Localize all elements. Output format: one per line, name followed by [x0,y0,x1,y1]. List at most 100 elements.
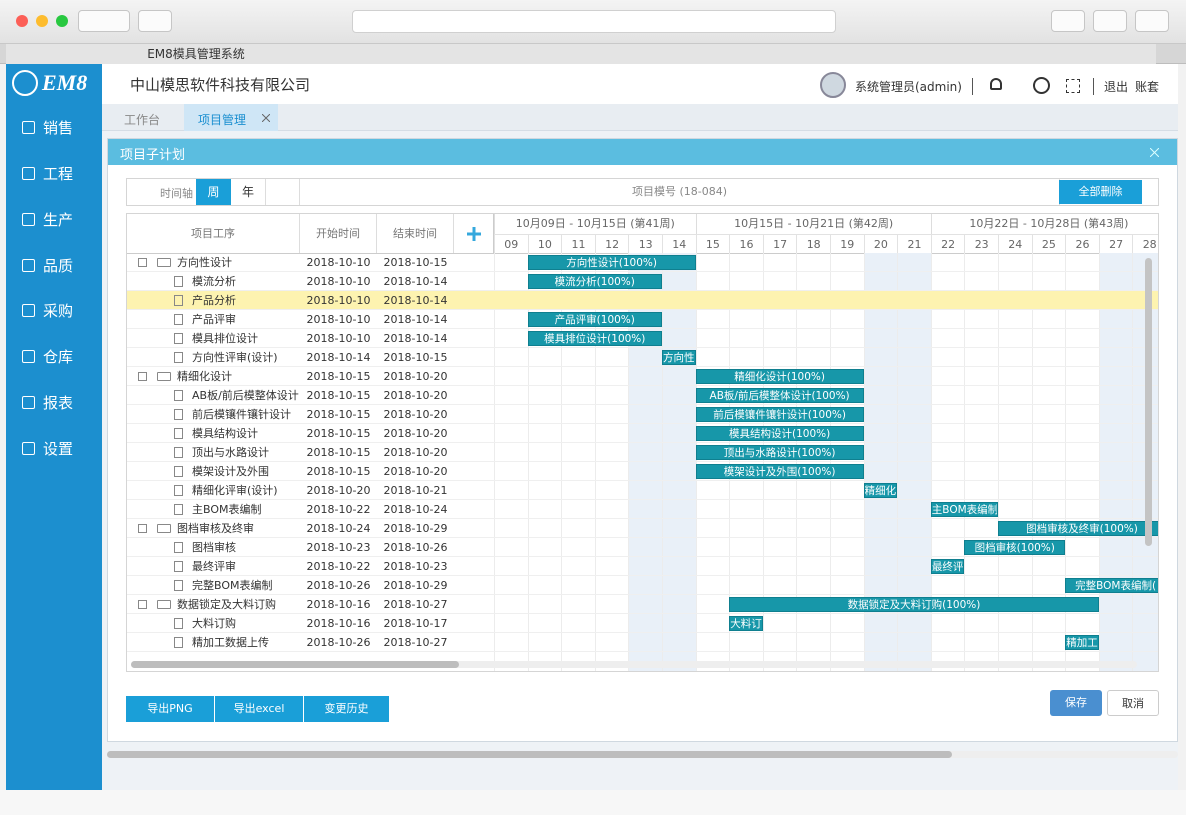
day-line [662,253,663,671]
sidebar-button[interactable] [138,10,172,32]
nav-buttons[interactable] [78,10,130,32]
gantt-bar[interactable]: 精细化设计(100%) [695,369,864,384]
tab-active[interactable]: 项目管理 [184,104,278,131]
start-date: 2018-10-15 [306,446,371,459]
end-date: 2018-10-27 [383,636,448,649]
dialog-title: 项目子计划 [120,148,186,163]
add-icon[interactable] [467,227,481,241]
day-label: 21 [897,234,931,253]
menu-item[interactable]: 设置 [6,434,102,464]
menu-icon [22,167,35,180]
gantt-bar[interactable]: 精加工 [1065,635,1099,650]
fullscreen-icon[interactable] [1066,79,1080,93]
add-row[interactable] [467,371,477,381]
collapse-icon[interactable] [138,524,147,533]
gantt-bar[interactable]: 大料订 [729,616,763,631]
gantt-bar[interactable]: 模流分析(100%) [527,274,662,289]
gantt-bar[interactable]: 顶出与水路设计(100%) [695,445,864,460]
gantt-bar[interactable]: 主BOM表编制 [930,502,998,517]
logo: EM8 [42,70,88,95]
max-dot[interactable] [56,15,68,27]
tabs-button[interactable] [1093,10,1127,32]
gantt-bar[interactable]: 模具排位设计(100%) [527,331,662,346]
h-scrollbar[interactable] [131,661,1137,668]
timeline-label: 时间轴 [160,187,193,200]
gantt-bar[interactable]: 模具结构设计(100%) [695,426,864,441]
menu-label: 销售 [43,119,74,137]
end-date: 2018-10-26 [383,541,448,554]
start-date: 2018-10-26 [306,636,371,649]
add-row[interactable] [467,599,477,609]
address-bar[interactable] [352,10,836,33]
start-date: 2018-10-20 [306,484,371,497]
day-line [796,253,798,671]
gantt-bar[interactable]: 数据锁定及大料订购(100%) [729,597,1099,612]
menu-item[interactable]: 销售 [6,113,102,143]
collapse-icon[interactable] [138,372,147,381]
start-date: 2018-10-15 [306,427,371,440]
browser-tab[interactable]: EM8模具管理系统 [6,44,1156,64]
account[interactable]: 账套 [1135,80,1160,94]
collapse-icon[interactable] [138,600,147,609]
user-name[interactable]: 系统管理员(admin) [855,78,973,95]
menu-item[interactable]: 采购 [6,296,102,326]
gantt-bar[interactable]: 前后模镶件镶针设计(100%) [695,407,864,422]
menu-item[interactable]: 报表 [6,388,102,418]
min-dot[interactable] [36,15,48,27]
add-row[interactable] [467,257,477,267]
logout[interactable]: 退出 [1093,78,1128,95]
weekend-column [662,253,696,671]
tab-close[interactable] [262,114,270,122]
download-button[interactable] [1135,10,1169,32]
start-date: 2018-10-15 [306,370,371,383]
collapse-icon[interactable] [138,258,147,267]
help-icon[interactable] [1033,77,1050,94]
file-icon [174,637,183,648]
file-icon [174,466,183,477]
day-label: 24 [998,234,1032,253]
gantt-bar[interactable]: 图档审核(100%) [964,540,1066,555]
tab-bar: 工作台 项目管理 [102,104,1178,131]
gantt-chart: 09 10 11 12 13 14 15 16 17 18 19 20 21 22 23 24 25 26 27 28… [494,214,1158,671]
dialog-close[interactable] [1150,148,1159,157]
tab[interactable]: 工作台 [124,113,161,127]
gantt-bar[interactable]: 精细化 [863,483,898,498]
day-line [561,253,563,671]
year-button[interactable]: 年 [231,179,266,205]
cancel-button[interactable]: 取消 [1107,690,1159,716]
history-button[interactable]: 变更历史 [304,696,389,722]
menu-item[interactable]: 生产 [6,205,102,235]
gantt-bar[interactable]: 方向性 [662,350,696,365]
menu-item[interactable]: 工程 [6,159,102,189]
row-line [127,404,1158,405]
menu-label: 生产 [43,211,74,229]
gantt-bar[interactable]: 产品评审(100%) [527,312,662,327]
h-scroll-thumb[interactable] [131,661,459,668]
gantt-bar[interactable]: 模架设计及外围(100%) [695,464,864,479]
menu-item[interactable]: 品质 [6,251,102,281]
share-button[interactable] [1051,10,1085,32]
file-icon [174,447,183,458]
gantt-bar[interactable]: 图档审核及终审(100%) [998,521,1158,536]
avatar[interactable] [820,72,846,98]
menu-label: 报表 [43,394,74,412]
day-line [930,253,932,671]
gantt-bar[interactable]: 最终评 [930,559,965,574]
v-scroll-thumb[interactable] [1145,258,1152,546]
page-scroll-thumb[interactable] [107,751,952,758]
close-dot[interactable] [16,15,28,27]
day-line [897,253,899,671]
gantt-bar[interactable]: 完整BOM表编制( [1065,578,1158,593]
gantt-bar[interactable]: AB板/前后模整体设计(100%) [695,388,864,403]
gantt-bar[interactable]: 方向性设计(100%) [527,255,696,270]
day-label: 10 [527,234,562,253]
add-row[interactable] [467,523,477,533]
export-excel-button[interactable]: 导出excel [215,696,303,722]
menu-item[interactable]: 仓库 [6,342,102,372]
delete-all-button[interactable]: 全部删除 [1059,180,1142,204]
support-icon[interactable] [990,78,1002,90]
page-scrollbar[interactable] [107,751,1178,758]
save-button[interactable]: 保存 [1050,690,1102,716]
export-png-button[interactable]: 导出PNG [126,696,214,722]
week-button[interactable]: 周 [196,179,231,205]
